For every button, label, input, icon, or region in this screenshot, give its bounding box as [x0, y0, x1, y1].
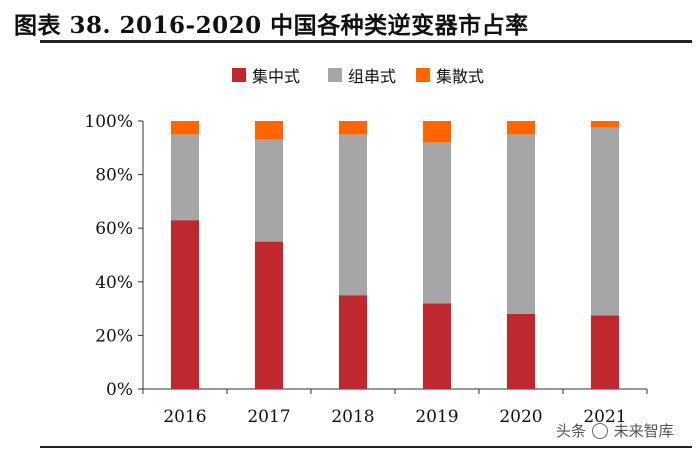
x-tick-label: 2016 — [163, 407, 206, 427]
watermark-at-icon — [591, 423, 608, 439]
watermark-text-a: 头条 — [556, 422, 587, 440]
legend-swatch — [232, 68, 246, 82]
bar-2016-组串式 — [171, 134, 199, 221]
bar-2018-集散式 — [339, 121, 367, 135]
bar-2019-组串式 — [423, 142, 451, 304]
bar-2020-组串式 — [507, 134, 535, 314]
bar-2019-集中式 — [423, 303, 451, 389]
y-tick-label: 100% — [84, 112, 133, 132]
x-tick-label: 2017 — [247, 407, 290, 427]
bar-2017-集散式 — [255, 121, 283, 140]
bar-2019-集散式 — [423, 121, 451, 143]
title-underline — [40, 40, 692, 43]
y-tick-label: 80% — [95, 166, 133, 186]
watermark-text-b: 未来智库 — [613, 422, 674, 440]
watermark: 头条 未来智库 — [556, 420, 674, 441]
y-tick-label: 20% — [95, 326, 133, 346]
x-tick-label: 2019 — [415, 407, 458, 427]
bar-2020-集散式 — [507, 121, 535, 135]
bars — [171, 121, 619, 389]
legend-label: 集中式 — [252, 67, 300, 86]
bar-2017-组串式 — [255, 139, 283, 242]
bar-2018-集中式 — [339, 295, 367, 389]
legend-label: 组串式 — [348, 67, 396, 86]
legend-swatch — [328, 68, 342, 82]
y-tick-label: 0% — [106, 380, 133, 400]
chart-title: 图表 38. 2016-2020 中国各种类逆变器市占率 — [14, 12, 529, 39]
y-axis: 0% 20% 40% 60% 80% 100% — [84, 112, 647, 400]
footer-rule — [40, 446, 692, 448]
legend-label: 集散式 — [436, 67, 484, 86]
x-tick-label: 2021 — [583, 407, 626, 427]
x-tick-label: 2018 — [331, 407, 374, 427]
legend-swatch — [416, 68, 430, 82]
y-tick-label: 60% — [95, 219, 133, 239]
x-axis: 2016 2017 2018 2019 2020 2021 — [142, 389, 648, 427]
bar-2016-集散式 — [171, 121, 199, 135]
y-tick-label: 40% — [95, 273, 133, 293]
bar-2018-组串式 — [339, 134, 367, 296]
bar-2016-集中式 — [171, 220, 199, 389]
bar-2021-组串式 — [591, 127, 619, 316]
bar-2020-集中式 — [507, 313, 535, 389]
bar-2021-集中式 — [591, 315, 619, 389]
legend: 集中式 组串式 集散式 — [232, 67, 484, 86]
bar-2021-集散式 — [591, 121, 619, 128]
x-tick-label: 2020 — [499, 407, 542, 427]
bar-2017-集中式 — [255, 241, 283, 389]
